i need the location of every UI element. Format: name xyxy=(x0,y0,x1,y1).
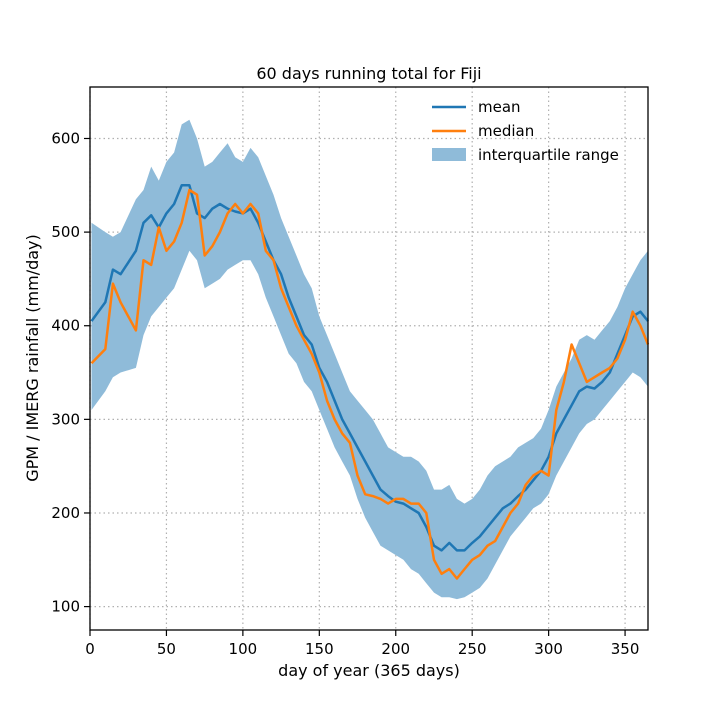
y-tick-label: 300 xyxy=(51,410,80,428)
y-tick-label: 100 xyxy=(51,598,80,616)
legend-mean-label: mean xyxy=(478,98,521,116)
x-tick-label: 0 xyxy=(85,640,95,658)
y-tick-label: 600 xyxy=(51,129,80,147)
mean-line xyxy=(90,184,649,552)
legend-band-label: interquartile range xyxy=(478,146,619,164)
legend-band-swatch xyxy=(432,148,466,161)
interquartile-range-band xyxy=(91,119,648,600)
y-axis-label: GPM / IMERG rainfall (mm/day) xyxy=(23,234,42,482)
y-tick-label: 500 xyxy=(51,223,80,241)
x-tick-label: 350 xyxy=(611,640,640,658)
legend-median-label: median xyxy=(478,122,534,140)
x-tick-label: 200 xyxy=(381,640,410,658)
legend: mean median interquartile range xyxy=(432,98,619,164)
x-tick-label: 150 xyxy=(305,640,334,658)
x-axis-label: day of year (365 days) xyxy=(278,661,460,680)
x-axis-ticks: 0 50 100 150 200 250 300 350 xyxy=(85,630,639,658)
y-axis-ticks: 100 200 300 400 500 600 xyxy=(51,129,90,616)
y-tick-label: 400 xyxy=(51,317,80,335)
plot-frame xyxy=(89,86,649,631)
median-line xyxy=(90,188,650,580)
x-tick-label: 250 xyxy=(458,640,487,658)
chart-title: 60 days running total for Fiji xyxy=(256,64,481,83)
y-tick-label: 200 xyxy=(51,504,80,522)
x-tick-label: 300 xyxy=(534,640,563,658)
x-tick-label: 50 xyxy=(157,640,176,658)
x-tick-label: 100 xyxy=(229,640,258,658)
